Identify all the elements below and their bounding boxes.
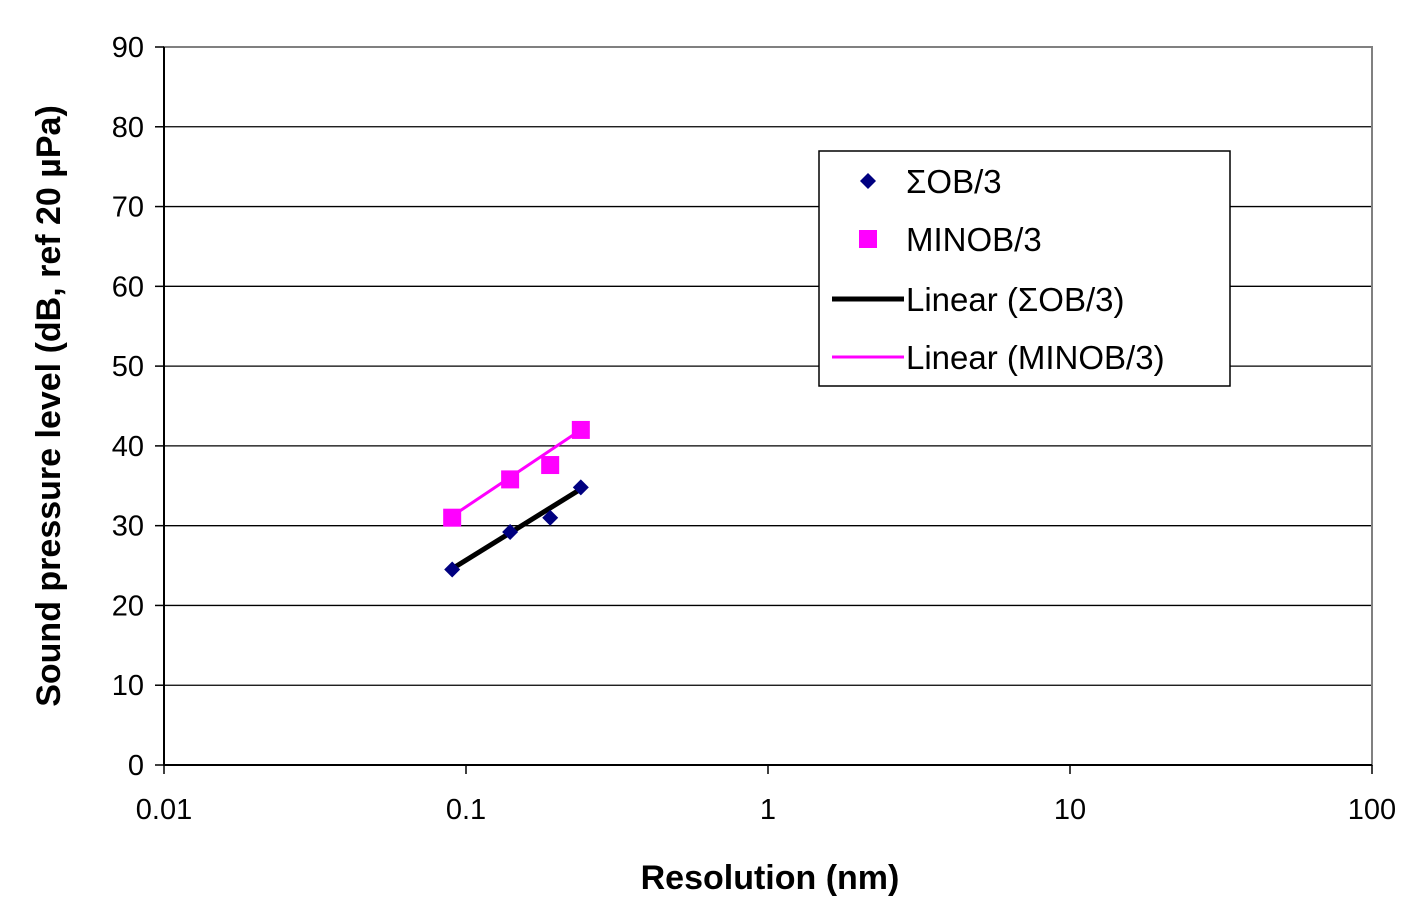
y-tick-label: 10 — [112, 670, 144, 702]
y-tick-label: 50 — [112, 351, 144, 383]
legend-label: MINOB/3 — [906, 221, 1042, 258]
x-tick-label: 10 — [1054, 794, 1086, 826]
point-sob3 — [502, 524, 519, 541]
trendlines — [450, 428, 583, 571]
legend-label: ΣOB/3 — [906, 163, 1002, 200]
point-sob3 — [572, 479, 589, 496]
data-points — [443, 420, 590, 578]
y-tick-label: 90 — [112, 32, 144, 64]
axes — [155, 46, 1373, 774]
x-tick-label: 100 — [1348, 794, 1396, 826]
y-tick-label: 20 — [112, 590, 144, 622]
x-tick-label: 0.1 — [446, 794, 486, 826]
legend: ΣOB/3 MINOB/3 Linear (ΣOB/3) Linear (MINOB/… — [818, 150, 1231, 387]
point-sob3 — [444, 561, 461, 578]
y-tick-label: 80 — [112, 112, 144, 144]
legend-symbol — [860, 173, 876, 189]
y-tick-label: 0 — [128, 750, 144, 782]
y-tick-label: 40 — [112, 431, 144, 463]
point-minob3 — [501, 470, 520, 489]
point-minob3 — [571, 420, 590, 439]
legend-label: Linear (ΣOB/3) — [906, 281, 1124, 318]
point-minob3 — [541, 456, 560, 475]
x-tick-label: 0.01 — [136, 794, 192, 826]
point-minob3 — [443, 508, 462, 527]
x-axis-title: Resolution (nm) — [641, 859, 900, 897]
y-tick-label: 70 — [112, 192, 144, 224]
legend-box — [818, 150, 1231, 387]
x-tick-label: 1 — [760, 794, 776, 826]
legend-label: Linear (MINOB/3) — [906, 339, 1165, 376]
trendline — [450, 486, 583, 571]
tick-labels: 0 10 20 30 40 50 60 70 80 90 0.01 0.1 1 10 100 — [112, 32, 1396, 826]
point-sob3 — [542, 509, 559, 526]
y-tick-label: 60 — [112, 271, 144, 303]
y-tick-label: 30 — [112, 511, 144, 543]
y-axis-title: Sound pressure level (dB, ref 20 µPa) — [30, 105, 68, 707]
legend-symbol — [859, 230, 877, 248]
